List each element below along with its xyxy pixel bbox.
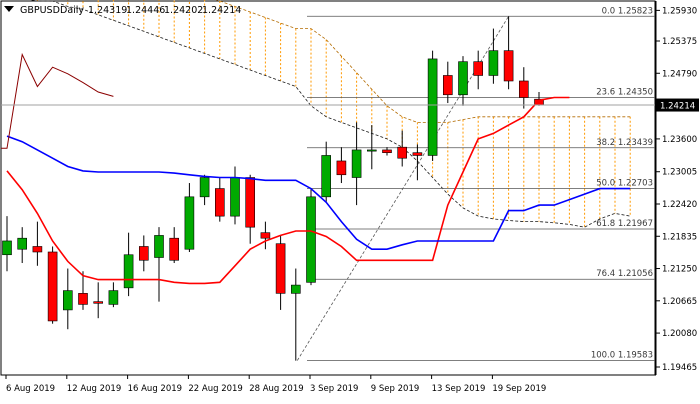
ohlc-high: 1.24446 [126,5,165,16]
indicator-line [6,96,570,285]
candle-body [473,61,484,76]
x-tick-label: 6 Aug 2019 [6,384,55,394]
trendline [296,16,509,361]
candle-body [397,146,408,159]
candle-body [458,61,468,96]
candle-body [215,188,225,217]
candle-body [366,149,377,152]
fib-label: 0.0 1.25823 [602,6,653,16]
candle-body [351,149,362,178]
candle-body [321,155,332,198]
y-tick-label: 1.23600 [662,135,697,145]
fib-label: 76.4 1.21056 [596,269,653,279]
ohlc-open: 1.24319 [88,5,127,16]
x-tick-label: 3 Sep 2019 [310,384,358,394]
y-tick-label: 1.20665 [662,297,697,307]
candle-body [245,177,255,228]
candle-body [442,75,453,96]
cloud-span-b [29,0,631,228]
x-tick-label: 9 Sep 2019 [371,384,419,394]
symbol-label: GBPUSD [20,5,60,16]
ohlc-close: 1.24214 [202,5,241,16]
candle-body [518,80,529,98]
x-tick-label: 12 Aug 2019 [67,384,121,394]
lagging-line [1,52,114,149]
y-tick-label: 1.24790 [662,69,697,79]
candle-body [32,246,43,253]
candle-body [275,243,286,294]
header-arrow-icon [4,6,14,12]
y-tick-label: 1.20080 [662,329,697,339]
current-price-label: 1.24214 [660,102,695,112]
fib-label: 23.6 1.24350 [596,88,653,98]
fib-label: 61.8 1.21967 [596,219,653,229]
cloud-span-a [215,0,631,123]
candle-body [17,237,28,250]
x-tick-label: 19 Sep 2019 [492,384,546,394]
candle-body [427,58,438,156]
candle-body [336,160,347,176]
candle-body [488,50,499,76]
ohlc-low: 1.24202 [164,5,203,16]
fib-label: 100.0 1.19583 [591,350,653,360]
candle-body [93,301,103,304]
candle-body [382,149,392,153]
candle-body [503,50,514,82]
candle-body [169,237,179,261]
candle-body [412,152,423,156]
candle-body [123,254,134,289]
cloud-hatch [36,0,631,228]
indicator-line [6,135,631,250]
candle-body [108,290,119,305]
candle-body [78,293,88,305]
y-tick-label: 1.21250 [662,265,697,275]
candle-body [2,240,12,256]
candle-body [306,196,316,283]
candle-body [154,235,164,258]
y-tick-label: 1.25930 [662,6,697,16]
candle-body [47,251,58,322]
candle-body [290,284,301,294]
candle-body [230,177,240,217]
y-tick-label: 1.23005 [662,168,697,178]
timeframe-label: Daily [60,5,84,16]
x-tick-label: 28 Aug 2019 [249,384,303,394]
y-tick-label: 1.22420 [662,200,697,210]
candle-body [62,290,73,311]
candle-body [199,177,210,198]
fib-label: 50.0 1.22703 [596,178,653,188]
candle-body [260,232,271,239]
y-tick-label: 1.19465 [662,363,697,373]
fib-label: 38.2 1.23439 [596,138,653,148]
x-tick-label: 22 Aug 2019 [188,384,242,394]
x-tick-label: 13 Sep 2019 [432,384,486,394]
y-tick-label: 1.21835 [662,232,697,242]
x-tick-label: 16 Aug 2019 [128,384,182,394]
candle-body [184,196,195,250]
current-price-box [656,98,699,112]
y-tick-label: 1.25375 [662,37,697,47]
candle-body [139,246,149,261]
